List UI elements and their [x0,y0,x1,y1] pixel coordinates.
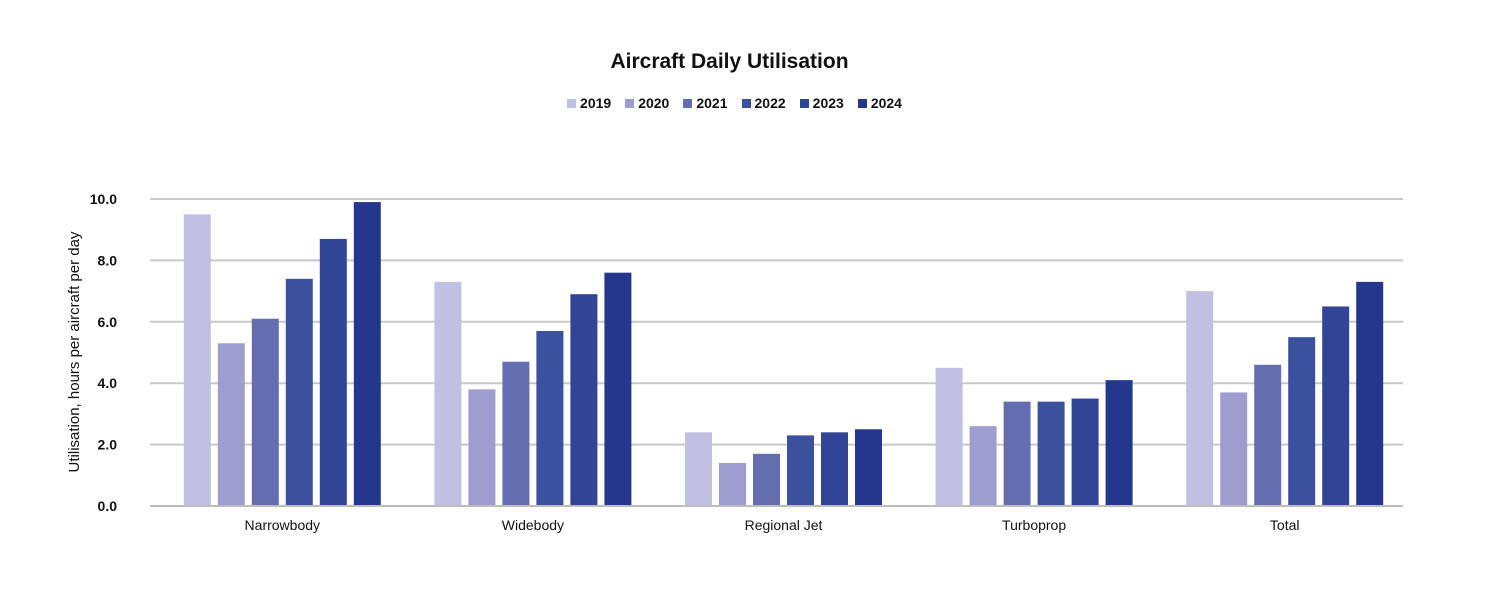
x-tick-label: Widebody [502,517,564,533]
y-tick-label: 10.0 [90,191,117,207]
legend-swatch [857,98,867,108]
y-axis-label: Utilisation, hours per aircraft per day [66,231,83,472]
bar-2024-turboprop [1105,380,1133,506]
y-tick-label: 4.0 [98,375,118,391]
bar-2019-total [1186,291,1214,506]
bar-2021-narrowbody [251,318,279,506]
bar-2024-narrowbody [353,202,381,506]
legend: 2019 2020 2021 2022 2023 2024 [0,95,1469,111]
legend-swatch [625,98,635,108]
legend-swatch [741,98,751,108]
bar-2023-narrowbody [319,238,347,506]
legend-item: 2021 [683,95,728,111]
bar-2022-regional-jet [787,435,814,506]
legend-label: 2019 [580,95,612,111]
bar-2019-turboprop [935,367,963,506]
bar-2023-widebody [570,294,598,506]
legend-label: 2020 [638,95,670,111]
bar-2022-narrowbody [285,278,313,506]
legend-label: 2021 [696,95,728,111]
y-tick-label: 2.0 [98,437,118,453]
legend-swatch [799,98,809,108]
x-tick-label: Regional Jet [745,517,823,533]
bar-2024-regional-jet [855,429,882,506]
bar-2021-total [1254,364,1282,506]
x-tick-label: Total [1270,517,1300,533]
bar-2022-total [1288,337,1316,506]
legend-item: 2019 [567,95,611,111]
y-tick-label: 8.0 [98,252,118,268]
bar-2020-turboprop [969,426,997,506]
bar-2024-total [1356,281,1384,506]
legend-swatch [683,98,693,108]
legend-label: 2024 [870,95,902,111]
bar-2023-total [1322,306,1350,506]
bar-2020-widebody [468,389,496,506]
x-tick-label: Narrowbody [245,517,320,533]
x-tick-label: Turboprop [1002,517,1066,533]
chart-title: Aircraft Daily Utilisation [610,50,849,73]
bar-2019-widebody [434,281,462,506]
bar-2020-total [1220,392,1248,506]
bar-2023-turboprop [1071,398,1099,506]
bar-2022-turboprop [1037,401,1065,506]
bar-2021-turboprop [1003,401,1031,506]
legend-item: 2023 [799,95,844,111]
bar-2021-regional-jet [753,453,780,506]
bar-2023-regional-jet [821,432,848,506]
bar-2024-widebody [604,272,632,506]
bar-2020-regional-jet [719,463,746,506]
bar-2019-regional-jet [685,432,712,506]
y-tick-label: 0.0 [98,498,118,514]
bar-2022-widebody [536,331,564,506]
legend-item: 2020 [625,95,669,111]
bar-2020-narrowbody [217,343,245,506]
legend-item: 2022 [741,95,786,111]
bar-2019-narrowbody [183,214,211,506]
y-tick-label: 6.0 [98,314,118,330]
bar-2021-widebody [502,361,530,506]
legend-swatch [567,98,577,108]
legend-label: 2022 [754,95,786,111]
legend-item: 2024 [857,95,902,111]
legend-label: 2023 [812,95,844,111]
